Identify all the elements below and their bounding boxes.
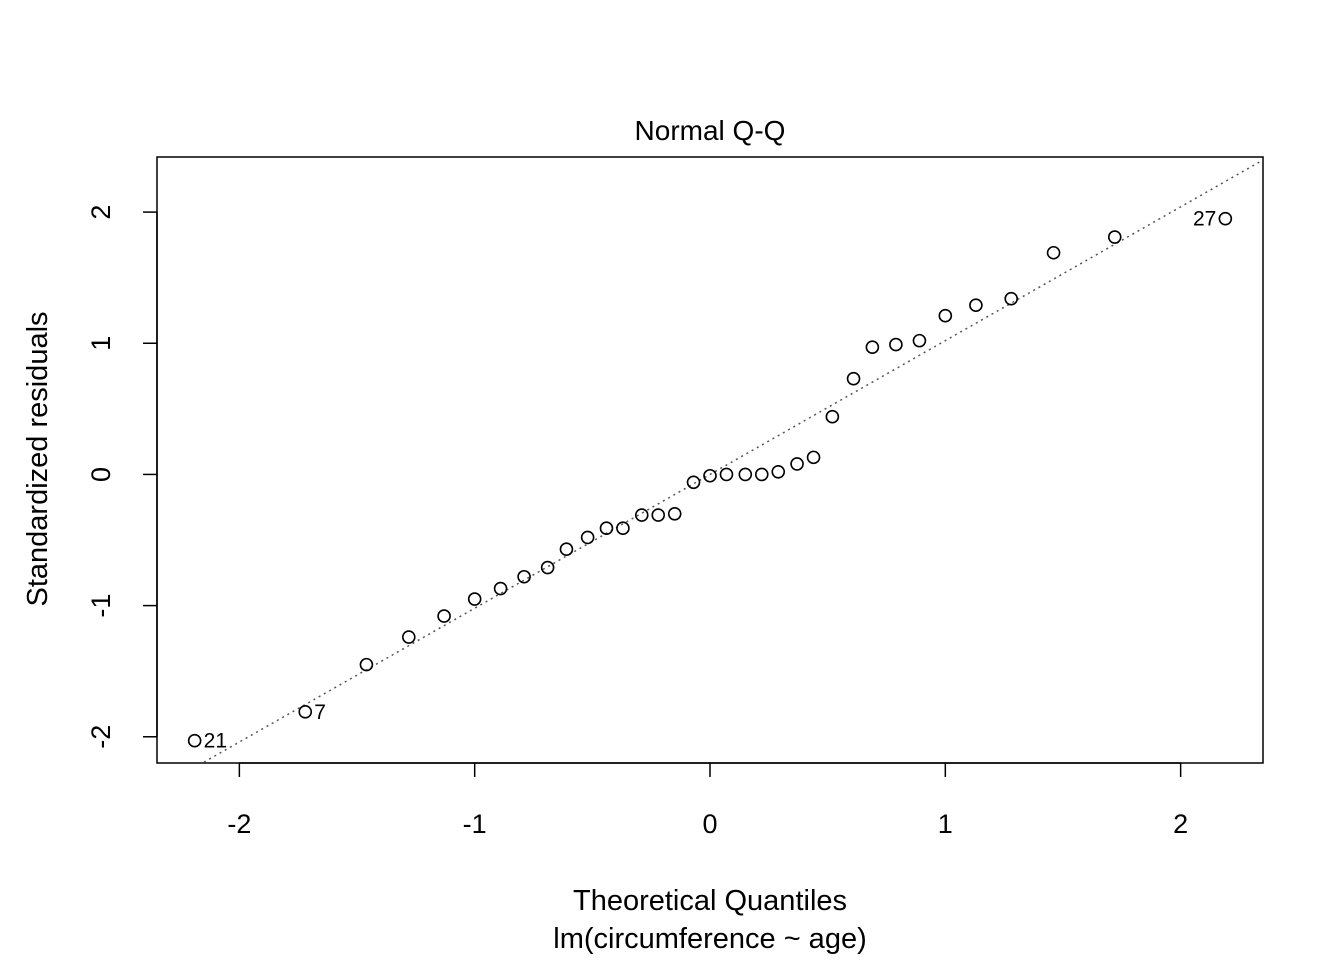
y-tick-label: -2	[86, 725, 116, 749]
y-axis-title: Standardized residuals	[22, 311, 54, 606]
chart-title: Normal Q-Q	[635, 115, 786, 146]
y-tick-label: 0	[86, 467, 116, 482]
reference-line	[200, 159, 1263, 763]
data-point	[401, 630, 416, 644]
data-point	[634, 508, 649, 522]
data-point	[559, 542, 574, 556]
data-point	[969, 298, 983, 313]
data-point	[540, 560, 555, 575]
data-point	[667, 506, 682, 521]
data-point	[437, 609, 451, 623]
data-point	[467, 592, 482, 606]
data-point	[1107, 230, 1122, 244]
x-tick-label: -1	[463, 809, 487, 839]
data-point	[889, 337, 903, 352]
data-point	[686, 475, 701, 490]
y-tick-label: -1	[86, 594, 116, 618]
data-point	[599, 521, 614, 536]
x-tick-label: 2	[1173, 809, 1188, 839]
data-point	[738, 467, 753, 482]
data-point	[790, 457, 804, 471]
data-point	[771, 465, 786, 479]
data-point	[825, 409, 840, 424]
point-label: 27	[1193, 208, 1216, 231]
data-point	[912, 333, 927, 348]
data-point	[1046, 245, 1061, 260]
data-point	[517, 569, 531, 584]
plot-frame	[156, 156, 1264, 764]
data-point	[580, 530, 595, 545]
y-tick-label: 2	[86, 205, 116, 220]
point-label: 7	[314, 701, 326, 724]
data-point	[806, 450, 821, 465]
x-tick-label: 1	[938, 809, 953, 839]
data-point	[1004, 291, 1019, 306]
data-point	[938, 308, 953, 323]
data-point	[754, 467, 769, 482]
data-point	[719, 467, 734, 482]
data-point	[187, 733, 202, 748]
x-tick-label: -2	[227, 809, 251, 839]
point-label: 21	[204, 730, 227, 753]
y-tick-label: 1	[86, 336, 116, 351]
data-point	[1218, 211, 1233, 226]
data-point	[703, 468, 717, 483]
data-point	[651, 508, 666, 522]
x-axis-title: Theoretical Quantiles	[573, 885, 847, 917]
data-point	[865, 340, 880, 354]
data-point	[298, 705, 313, 719]
x-axis-subtitle: lm(circumference ~ age)	[553, 923, 866, 955]
data-point	[359, 657, 374, 672]
data-point	[493, 581, 508, 596]
x-tick-label: 0	[702, 809, 717, 839]
data-point	[616, 521, 630, 536]
data-point	[846, 371, 861, 386]
